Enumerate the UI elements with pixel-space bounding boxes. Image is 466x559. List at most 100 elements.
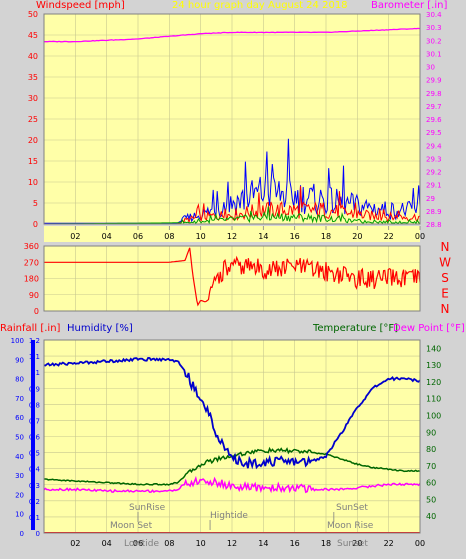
temperature-y-tick-label: 110 [426,395,441,404]
wind-y-tick-label: 15 [28,157,38,166]
barometer-y-tick-label: 29.1 [426,182,442,190]
hour-strip-label: 20 [352,232,362,241]
humidity-y-tick-label: 80 [15,376,24,384]
humidity-y-tick-label: 50 [15,434,24,442]
climate-x-axis-labels: 02 04 06 08 10 12 14 16 18 20 22 00 [70,539,425,548]
barometer-y-tick-label: 29.9 [426,77,442,85]
humidity-y-tick-label: 60 [15,414,24,422]
barometer-y-tick-label: 29.6 [426,116,442,124]
hour-strip-label: 02 [70,232,80,241]
compass-label: S [441,271,449,285]
climate-x-tick-label: 16 [290,539,300,548]
temperature-y-tick-label: 120 [426,378,441,387]
hour-strip-label: 22 [384,232,394,241]
humidity-y-axis-labels: 0 10 20 30 40 50 60 70 80 90 100 [11,337,24,538]
wind-y-tick-label: 0 [33,220,38,229]
barometer-y-tick-label: 30.2 [426,37,442,45]
wind-y-tick-label: 40 [28,52,38,61]
barometer-y-tick-label: 29.5 [426,129,442,137]
barometer-y-tick-label: 28.8 [426,221,442,229]
humidity-line [43,356,421,470]
climate-x-tick-label: 10 [196,539,206,548]
climate-x-tick-label: 00 [415,539,425,548]
barometer-label: Barometer [.in] [371,0,447,11]
dewpoint-line [43,475,421,494]
climate-x-tick-label: 12 [227,539,237,548]
barometer-y-axis-labels: 28.8 28.9 29 29.1 29.2 29.3 29.4 29.5 29.6 29.7 29… [426,11,442,229]
temperature-y-tick-label: 60 [426,479,436,488]
wind-y-tick-label: 25 [28,115,38,124]
event-markers [137,512,335,530]
humidity-y-tick-label: 0 [20,530,24,538]
humidity-y-tick-label: 10 [15,511,24,519]
wind-plot-frame [43,13,421,225]
barometer-y-tick-label: 29.4 [426,142,442,150]
event-moonset: Moon Set [110,521,153,531]
barometer-y-tick-label: 29 [426,195,435,203]
temperature-y-tick-label: 90 [426,428,436,437]
barometer-y-tick-label: 28.9 [426,208,442,216]
hour-strip-label: 14 [258,232,268,241]
humidity-y-tick-label: 30 [15,472,24,480]
direction-y-tick-label: 90 [29,291,39,300]
climate-x-tick-label: 22 [384,539,394,548]
rainfall-y-tick-label: 0 [36,530,40,538]
windspeed-label: Windspeed [mph] [36,0,125,11]
climate-x-tick-label: 06 [133,539,143,548]
temperature-y-tick-label: 80 [426,445,436,454]
humidity-y-tick-label: 90 [15,356,24,364]
compass-label: W [439,256,451,270]
hour-strip-label: 00 [415,232,425,241]
wind-y-tick-label: 10 [28,178,38,187]
wind-y-axis-labels: 0 5 10 15 20 25 30 35 40 45 50 [28,10,38,229]
climate-x-tick-label: 08 [164,539,174,548]
hour-strip-label: 12 [227,232,237,241]
direction-series-group [44,247,421,307]
climate-x-tick-label: 14 [258,539,268,548]
wind-y-tick-label: 45 [28,31,38,40]
barometer-y-tick-label: 29.7 [426,103,442,111]
compass-label: N [441,302,450,316]
event-hightide: Hightide [210,511,248,521]
event-lowtide: Lowtide [124,539,159,549]
direction-y-tick-label: 0 [34,307,39,316]
temperature-label: Temperature [°F] [312,323,398,334]
humidity-axis-bar [31,340,35,530]
rainfall-label: Rainfall [.in] [0,323,61,334]
wind-series-average [44,206,421,225]
humidity-y-tick-label: 70 [15,395,24,403]
wind-y-tick-label: 35 [28,73,38,82]
humidity-y-tick-label: 20 [15,491,24,499]
temperature-y-tick-label: 130 [426,361,441,370]
hour-strip-ticks: 02 04 06 08 10 12 14 16 18 20 22 00 [70,226,425,241]
climate-x-tick-label: 18 [321,539,331,548]
climate-x-tick-label: 04 [102,539,112,548]
event-sunset: SunSet [336,503,368,513]
wind-y-tick-label: 20 [28,136,38,145]
hour-strip-label: 04 [102,232,112,241]
wind-y-tick-label: 50 [28,10,38,19]
hour-strip-label: 16 [290,232,300,241]
barometer-y-tick-label: 29.2 [426,169,442,177]
wind-y-tick-label: 5 [33,199,38,208]
direction-y-tick-label: 180 [24,275,39,284]
temperature-y-tick-label: 50 [426,495,436,504]
direction-y-axis-labels: 0 90 180 270 360 [24,242,39,316]
rainfall-y-tick-label: 1 [36,369,40,377]
climate-x-tick-label: 20 [352,539,362,548]
event-sunrise: SunRise [129,503,166,513]
temperature-y-tick-label: 140 [426,344,441,353]
dewpoint-label: Dew Point [°F] [393,323,465,334]
compass-label: N [441,240,450,254]
graph-title: 24 hour graph day August 24 2018 [172,0,348,11]
barometer-y-tick-label: 30.3 [426,24,442,32]
compass-label: E [441,287,449,301]
humidity-label: Humidity [%] [67,323,133,334]
temperature-y-tick-label: 70 [426,462,436,471]
wind-direction-line [44,247,421,307]
barometer-series-line [43,27,421,43]
barometer-y-tick-label: 30.4 [426,11,442,19]
direction-plot-frame [43,245,421,312]
